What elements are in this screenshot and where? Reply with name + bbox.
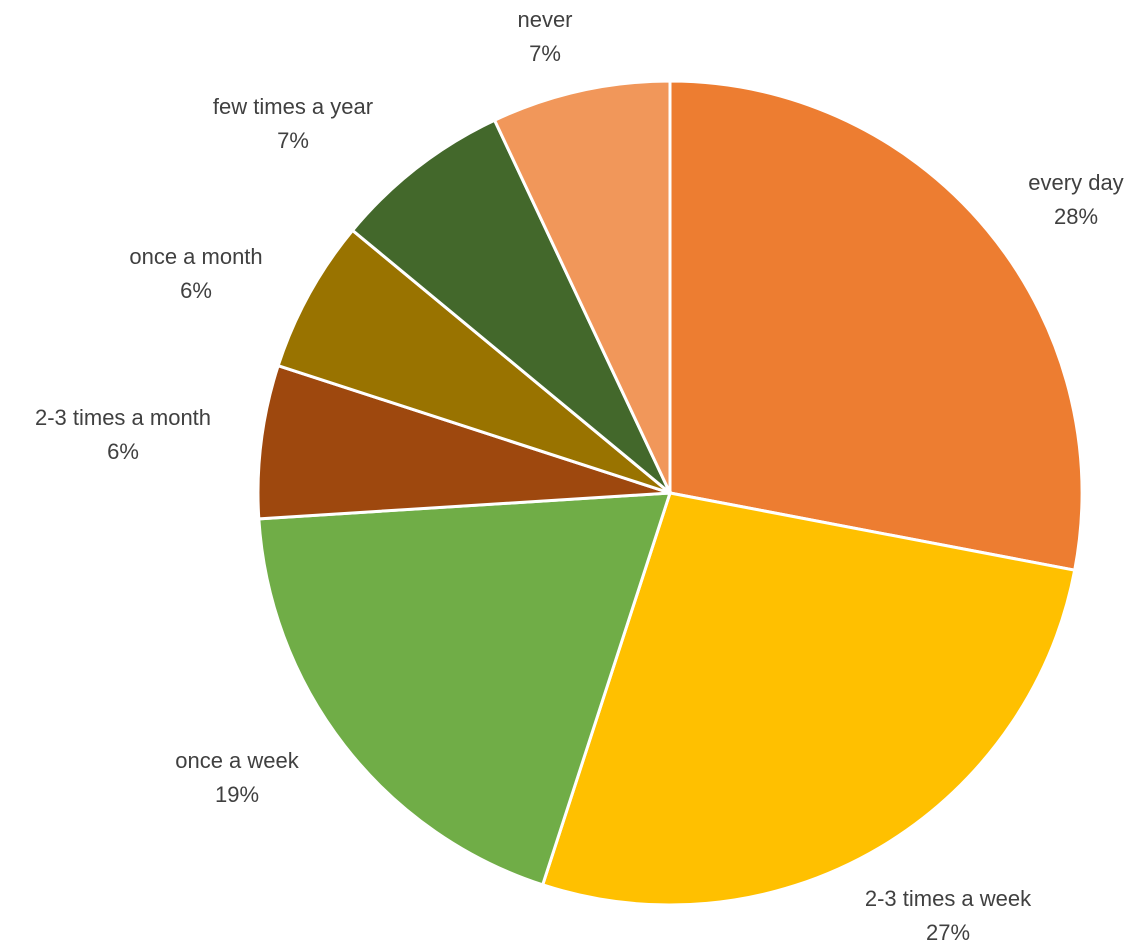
slice-label-few-times-a-year: few times a year 7% [213,94,373,153]
slice-label-2-3-times-a-week: 2-3 times a week 27% [865,886,1032,942]
slice-value-label: 27% [926,920,970,942]
slice-category-label: 2-3 times a month [35,405,211,430]
slice-category-label: few times a year [213,94,373,119]
slice-category-label: never [517,7,572,32]
slice-label-once-a-week: once a week 19% [175,748,300,807]
slice-value-label: 6% [180,278,212,303]
pie-slices [258,81,1082,905]
slice-category-label: once a month [129,244,262,269]
slice-label-never: never 7% [517,7,572,66]
slice-value-label: 7% [277,128,309,153]
slice-category-label: once a week [175,748,300,773]
slice-category-label: 2-3 times a week [865,886,1032,911]
slice-value-label: 28% [1054,204,1098,229]
slice-value-label: 19% [215,782,259,807]
slice-category-label: every day [1028,170,1123,195]
slice-label-once-a-month: once a month 6% [129,244,262,303]
pie-slice-every-day [670,81,1082,570]
slice-label-every-day: every day 28% [1028,170,1123,229]
slice-label-2-3-times-a-month: 2-3 times a month 6% [35,405,211,464]
slice-value-label: 7% [529,41,561,66]
slice-value-label: 6% [107,439,139,464]
